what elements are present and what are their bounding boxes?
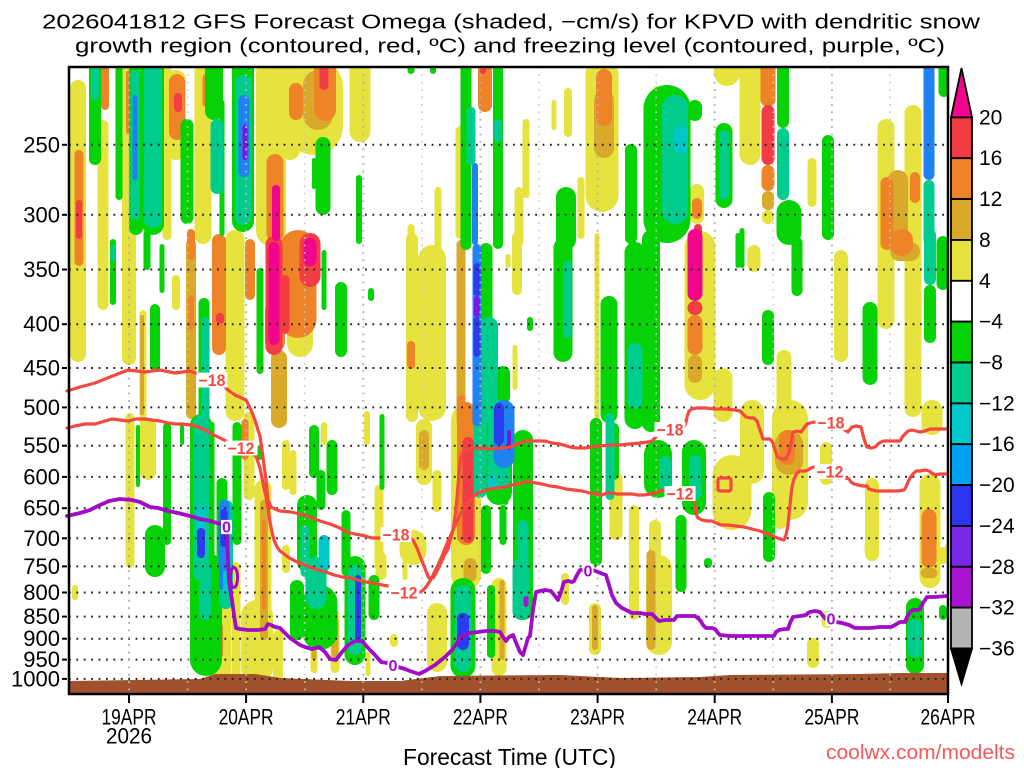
svg-text:−32: −32 <box>979 597 1015 620</box>
svg-text:−12: −12 <box>228 440 255 458</box>
svg-text:−4: −4 <box>979 311 1003 334</box>
svg-text:0: 0 <box>222 520 231 537</box>
svg-text:450: 450 <box>23 356 60 381</box>
svg-text:−36: −36 <box>979 638 1015 661</box>
svg-text:900: 900 <box>23 626 60 651</box>
svg-text:600: 600 <box>23 464 60 489</box>
svg-text:24APR: 24APR <box>687 705 742 730</box>
svg-text:−12: −12 <box>391 584 418 602</box>
svg-text:850: 850 <box>23 604 60 629</box>
svg-text:−12: −12 <box>817 463 844 481</box>
svg-text:23APR: 23APR <box>570 705 625 730</box>
svg-text:26APR: 26APR <box>921 705 976 730</box>
svg-text:950: 950 <box>23 647 60 672</box>
svg-text:8: 8 <box>979 229 991 252</box>
svg-text:350: 350 <box>23 257 60 282</box>
svg-text:0: 0 <box>827 612 836 629</box>
svg-text:19APR: 19APR <box>102 705 157 730</box>
svg-text:−28: −28 <box>979 556 1015 579</box>
svg-text:800: 800 <box>23 580 60 605</box>
svg-text:700: 700 <box>23 526 60 551</box>
svg-text:−24: −24 <box>979 515 1015 538</box>
svg-text:21APR: 21APR <box>336 705 391 730</box>
svg-text:2026041812 GFS Forecast Omega: 2026041812 GFS Forecast Omega (shaded, −… <box>42 11 980 34</box>
svg-text:20: 20 <box>979 106 1002 129</box>
svg-text:500: 500 <box>23 395 60 420</box>
svg-text:0: 0 <box>389 658 398 675</box>
svg-text:−16: −16 <box>979 433 1015 456</box>
svg-text:coolwx.com/modelts: coolwx.com/modelts <box>826 742 1015 764</box>
svg-text:−20: −20 <box>979 474 1015 497</box>
svg-text:−12: −12 <box>979 392 1015 415</box>
svg-text:16: 16 <box>979 147 1002 170</box>
svg-text:20APR: 20APR <box>219 705 274 730</box>
svg-text:750: 750 <box>23 554 60 579</box>
svg-text:400: 400 <box>23 312 60 337</box>
svg-text:550: 550 <box>23 433 60 458</box>
svg-text:−18: −18 <box>657 421 684 439</box>
svg-text:−18: −18 <box>383 526 410 544</box>
svg-text:22APR: 22APR <box>453 705 508 730</box>
svg-text:25APR: 25APR <box>804 705 859 730</box>
svg-text:Forecast Time (UTC): Forecast Time (UTC) <box>403 744 616 768</box>
svg-text:250: 250 <box>23 132 60 157</box>
svg-text:−12: −12 <box>667 485 694 503</box>
svg-text:2026: 2026 <box>106 724 152 749</box>
svg-text:−18: −18 <box>818 414 845 432</box>
svg-text:growth region (contoured, red,: growth region (contoured, red, ºC) and f… <box>75 35 945 58</box>
svg-text:4: 4 <box>979 270 991 293</box>
svg-text:300: 300 <box>23 202 60 227</box>
svg-text:−8: −8 <box>979 352 1003 375</box>
svg-text:0: 0 <box>584 564 593 581</box>
svg-text:−18: −18 <box>199 372 226 390</box>
svg-text:12: 12 <box>979 188 1002 211</box>
svg-text:1000: 1000 <box>11 666 60 691</box>
svg-text:650: 650 <box>23 496 60 521</box>
